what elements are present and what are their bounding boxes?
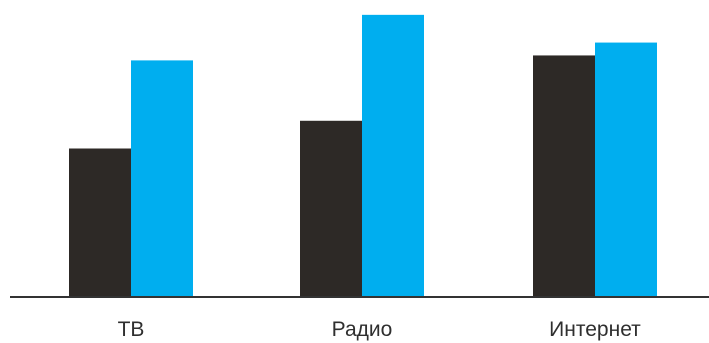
x-tick-labels: ТВ Радио Интернет [118, 318, 642, 341]
bar-series1-0 [69, 148, 131, 297]
x-tick-label: ТВ [118, 318, 145, 341]
x-tick-label: Радио [332, 318, 393, 341]
bar-series2-1 [362, 14, 424, 297]
bar-series2-0 [131, 60, 193, 297]
bar-series1-2 [533, 55, 595, 297]
bar-series1-1 [300, 120, 362, 297]
x-tick-label: Интернет [549, 318, 641, 341]
bars-group [69, 14, 657, 297]
bar-series2-2 [595, 42, 657, 297]
